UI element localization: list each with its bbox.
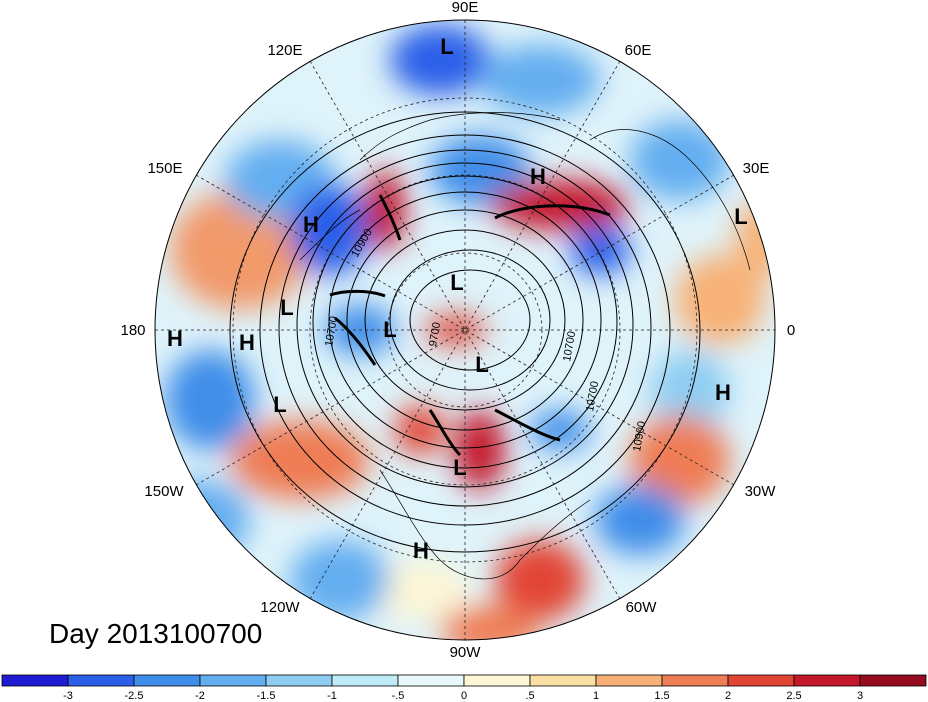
contour-label: 10900 (631, 420, 648, 452)
lon-label-60e: 60E (625, 42, 652, 59)
pressure-center-label: H (715, 380, 731, 405)
colorbar-box (529, 674, 597, 687)
colorbar-tick-label: -1.5 (257, 690, 276, 702)
colorbar-box (595, 674, 663, 687)
colorbar-tick-label: 1 (593, 690, 599, 702)
jet-streaks (329, 194, 611, 457)
colorbar-tick-label: 2 (725, 690, 731, 702)
colorbar-boxes (1, 674, 927, 687)
graticule (155, 20, 775, 640)
colorbar-box (397, 674, 465, 687)
colorbar-box (661, 674, 729, 687)
pressure-center-label: L (440, 34, 453, 59)
colorbar-box (331, 674, 399, 687)
pressure-center-label: H (303, 212, 319, 237)
lon-label-120w: 120W (260, 599, 300, 616)
pressure-center-label: H (239, 330, 255, 355)
lon-label-60w: 60W (626, 599, 658, 616)
colorbar-box (793, 674, 861, 687)
pressure-center-label: H (167, 326, 183, 351)
pressure-center-label: L (280, 295, 293, 320)
pressure-center-label: L (450, 270, 463, 295)
lon-label-120e: 120E (267, 42, 302, 59)
pressure-center-label: L (475, 352, 488, 377)
pressure-center-label: L (383, 317, 396, 342)
lon-label-90w: 90W (450, 644, 482, 661)
lon-label-150e: 150E (147, 160, 182, 177)
colorbar-tick-label: -.5 (392, 690, 405, 702)
colorbar-tick-label: -1 (327, 690, 337, 702)
lon-label-180: 180 (120, 322, 145, 339)
colorbar-box (133, 674, 201, 687)
pressure-center-label: L (453, 455, 466, 480)
colorbar-box (1, 674, 69, 687)
colorbar: -3 -2.5 -2 -1.5 -1 -.5 0 .5 1 1.5 2 2.5 3 (1, 674, 927, 702)
colorbar-box (199, 674, 267, 687)
lon-label-90e: 90E (452, 0, 479, 16)
contour-label: 10700 (323, 315, 340, 347)
colorbar-tick-label: -2.5 (125, 690, 144, 702)
pressure-center-label: L (273, 392, 286, 417)
colorbar-tick-label: 1.5 (654, 690, 669, 702)
colorbar-tick-label: .5 (525, 690, 534, 702)
lon-label-150w: 150W (144, 483, 184, 500)
colorbar-box (859, 674, 927, 687)
colorbar-box (727, 674, 795, 687)
lon-label-30w: 30W (745, 483, 777, 500)
colorbar-tick-label: 2.5 (786, 690, 801, 702)
colorbar-tick-label: -2 (195, 690, 205, 702)
pressure-center-label: L (734, 204, 747, 229)
pressure-center-label: H (530, 164, 546, 189)
contour-label: 9700 (427, 321, 443, 347)
colorbar-box (265, 674, 333, 687)
colorbar-tick-label: 0 (461, 690, 467, 702)
lon-label-30e: 30E (743, 160, 770, 177)
colorbar-tick-label: 3 (857, 690, 863, 702)
colorbar-tick-label: -3 (63, 690, 73, 702)
colorbar-ticks: -3 -2.5 -2 -1.5 -1 -.5 0 .5 1 1.5 2 2.5 3 (63, 690, 863, 702)
map-boundary (154, 19, 776, 641)
colorbar-box (67, 674, 135, 687)
contour-label: 10700 (561, 330, 578, 362)
date-title: Day 2013100700 (49, 618, 263, 649)
coastlines (299, 112, 751, 580)
pressure-center-label: H (413, 538, 429, 563)
lon-label-0: 0 (787, 322, 795, 339)
contour-label: 10700 (584, 380, 601, 412)
colorbar-box (463, 674, 531, 687)
